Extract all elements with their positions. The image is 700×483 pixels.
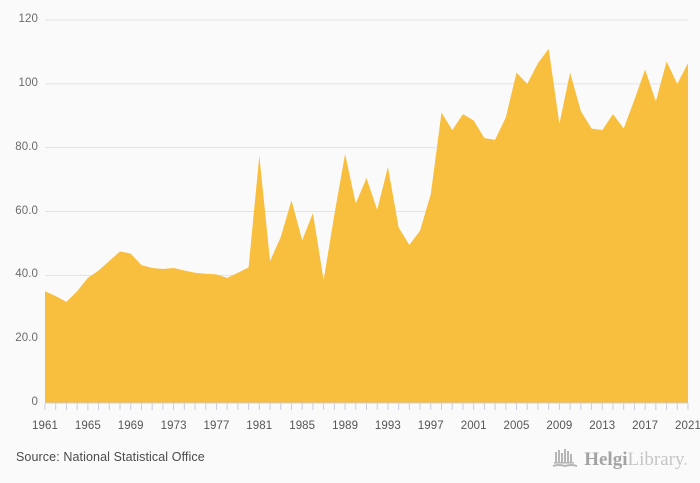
x-axis-tick-label: 1977 [203,420,230,432]
x-axis-tick-label: 2009 [546,420,573,432]
logo-suffix: Library [627,448,684,470]
x-axis [44,402,689,410]
y-axis-tick-label: 40.0 [15,268,38,281]
x-axis-tick-label: 1969 [117,420,144,432]
plot-area [45,19,688,403]
x-axis-tick-label: 1965 [74,420,101,432]
helgi-library-logo[interactable]: HelgiLibrary. [552,446,688,472]
y-axis-tick-label: 20.0 [15,332,38,345]
library-building-icon [553,449,578,467]
y-axis-tick-label: 120 [18,13,38,25]
area-chart-svg [45,19,688,403]
x-axis-tick-label: 1973 [160,420,187,432]
x-axis-labels: 1961 1965 1969 1973 1977 1981 1985 1989 1993 1997… [0,408,700,432]
x-axis-tick-label: 2021 [675,420,700,432]
x-axis-tick-label: 1985 [289,420,316,432]
source-note: Source: National Statistical Office [16,450,205,464]
y-axis-tick-label: 60.0 [15,204,38,217]
y-axis-tick-label: 100 [18,76,38,89]
y-axis-tick-label: 80.0 [15,140,38,153]
x-axis-tick-label: 2005 [503,420,530,432]
logo-brand: Helgi [584,448,628,470]
x-axis-tick-label: 2001 [460,420,487,432]
x-axis-tick-label: 2013 [589,420,616,432]
x-axis-tick-label: 2017 [632,420,659,432]
area-series-path [45,48,688,403]
logo-dot: . [683,448,688,470]
x-axis-tick-label: 1997 [417,420,444,432]
x-axis-tick-label: 1989 [332,420,359,432]
x-axis-tick-label: 1981 [246,420,273,432]
x-axis-tick-label: 1993 [374,420,401,432]
y-axis-tick-label: 0 [31,396,38,408]
y-axis: 0 20.0 40.0 60.0 80.0 100 120 [0,0,38,483]
x-axis-tick-label: 1961 [32,420,58,432]
logo-wordmark: HelgiLibrary. [584,450,688,469]
